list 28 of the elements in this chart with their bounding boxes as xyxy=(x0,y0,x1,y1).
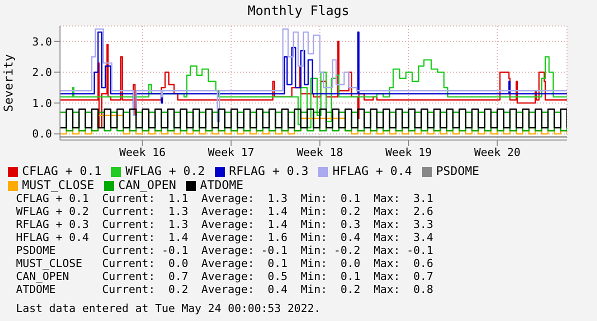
legend-label: CFLAG + 0.1 xyxy=(22,164,102,178)
y-tick-label: 2.0 xyxy=(32,66,52,80)
text: CFLAG + 0.1 Current: 1.1 Average: 1.3 Min: 0.1 Max: 3.1 xyxy=(16,192,434,205)
y-tick-label: 1.0 xyxy=(32,96,52,110)
x-tick-label: Week 18 xyxy=(296,146,344,159)
legend-label: WFLAG + 0.2 xyxy=(125,164,205,178)
legend-label: CAN_OPEN xyxy=(118,178,176,192)
legend-label: MUST_CLOSE xyxy=(22,178,94,192)
x-tick-label: Week 17 xyxy=(208,146,254,159)
text: RFLAG + 0.3 Current: 1.3 Average: 1.4 Min: 0.3 Max: 3.3 xyxy=(16,218,434,231)
text: ATDOME Current: 0.2 Average: 0.4 Min: 0.2 Max: 0.8 xyxy=(16,283,434,296)
legend-label: ATDOME xyxy=(200,178,244,192)
y-tick-label: 3.0 xyxy=(32,35,52,48)
text: HFLAG + 0.4 Current: 1.4 Average: 1.6 Min: 0.4 Max: 3.4 xyxy=(16,231,434,244)
legend-label: PSDOME xyxy=(436,164,480,178)
x-tick-label: Week 16 xyxy=(119,146,166,159)
text: WFLAG + 0.2 Current: 1.3 Average: 1.4 Min: 0.2 Max: 2.6 xyxy=(16,205,434,218)
x-tick-label: Week 20 xyxy=(474,146,520,159)
text: PSDOME Current: -0.1 Average: -0.1 Min: -0.2 Max: -0.1 xyxy=(16,244,434,257)
legend-label: HFLAG + 0.4 xyxy=(332,164,412,178)
y-tick-label: 0.0 xyxy=(32,128,52,141)
text: CAN_OPEN Current: 0.7 Average: 0.5 Min: 0.1 Max: 0.7 xyxy=(16,270,434,283)
text: Last data entered at Tue May 24 00:00:53 2022. xyxy=(16,302,322,315)
legend-label: RFLAG + 0.3 xyxy=(228,164,308,178)
text: MUST_CLOSE Current: 0.0 Average: 0.1 Min: 0.0 Max: 0.6 xyxy=(16,257,434,270)
chart-title: Monthly Flags xyxy=(246,4,350,21)
x-tick-label: Week 19 xyxy=(385,146,432,159)
y-axis-title: Severity xyxy=(1,54,16,112)
